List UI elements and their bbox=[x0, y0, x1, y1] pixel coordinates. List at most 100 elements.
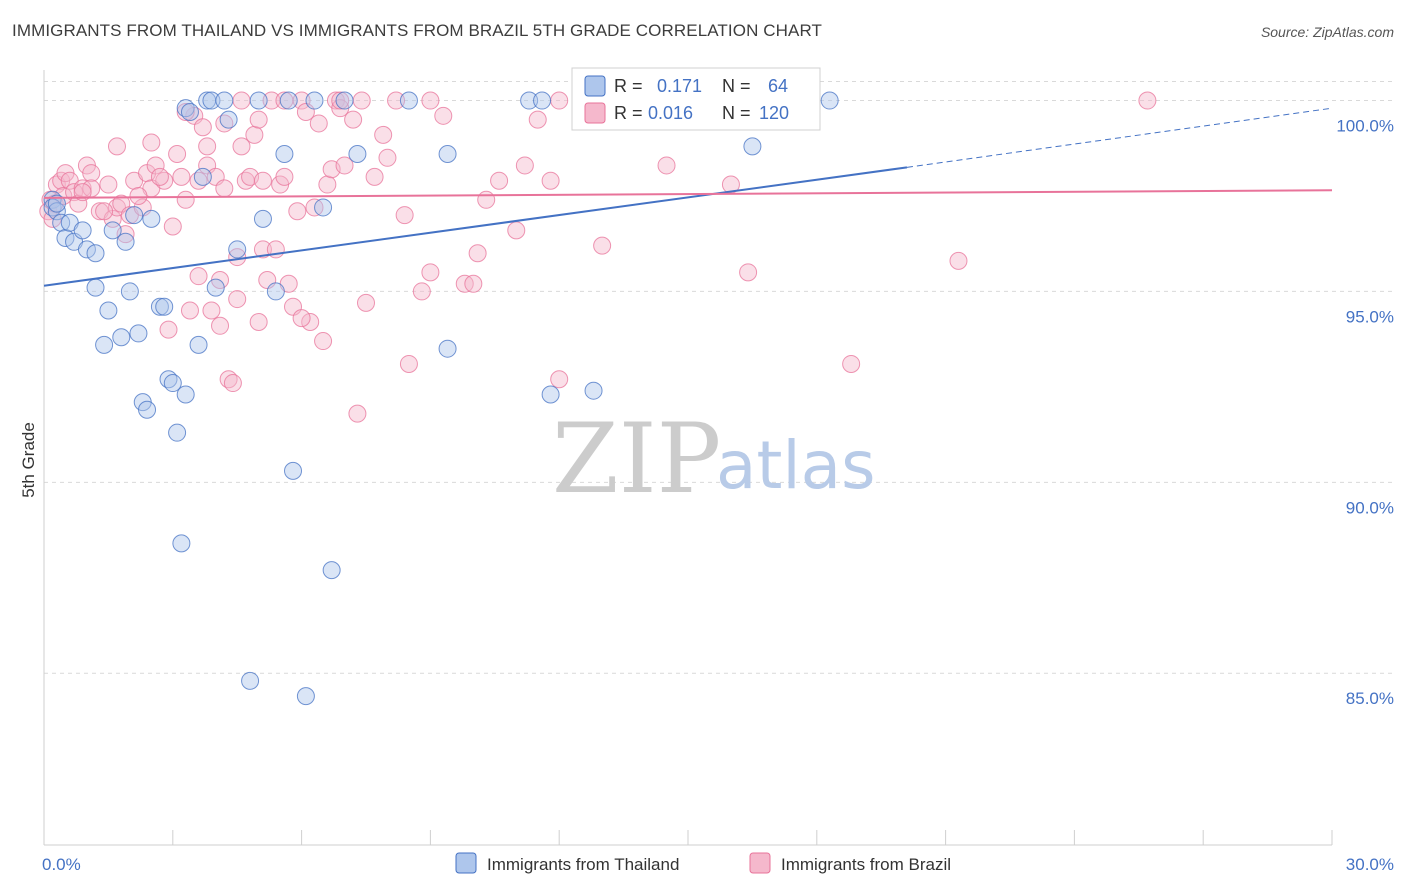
brazil-point bbox=[253, 171, 272, 190]
thailand-point bbox=[219, 110, 238, 129]
thailand-swatch bbox=[584, 75, 606, 97]
brazil-point bbox=[54, 186, 73, 205]
brazil-point bbox=[275, 167, 294, 186]
thailand-point bbox=[322, 561, 341, 580]
thailand-r-label: R = bbox=[614, 76, 643, 96]
thailand-point bbox=[189, 335, 208, 354]
thailand-point bbox=[138, 400, 157, 419]
thailand-point bbox=[112, 328, 131, 347]
thailand-trend-extension bbox=[906, 107, 1333, 168]
watermark: ZIP atlas bbox=[552, 403, 876, 515]
x-tick-label-min: 0.0% bbox=[42, 855, 81, 874]
thailand-point bbox=[103, 221, 122, 240]
thailand-point bbox=[176, 385, 195, 404]
brazil-point bbox=[344, 110, 363, 129]
thailand-point bbox=[228, 240, 247, 259]
thailand-point bbox=[99, 301, 118, 320]
brazil-point bbox=[949, 251, 968, 270]
brazil-point bbox=[739, 263, 758, 282]
watermark-zip: ZIP bbox=[552, 403, 721, 515]
thailand-point bbox=[116, 232, 135, 251]
y-tick-labels: 85.0% 90.0% 95.0% 100.0% bbox=[1336, 117, 1394, 709]
brazil-point bbox=[1138, 91, 1157, 110]
thailand-point bbox=[438, 339, 457, 358]
thailand-point bbox=[125, 206, 144, 225]
brazil-point bbox=[335, 156, 354, 175]
brazil-point bbox=[318, 175, 337, 194]
bottom-legend: Immigrants from Thailand Immigrants from… bbox=[455, 852, 951, 874]
brazil-point bbox=[357, 293, 375, 312]
thailand-n-value: 64 bbox=[768, 76, 788, 96]
x-tick-marks bbox=[43, 830, 1333, 845]
brazil-point bbox=[163, 217, 182, 236]
thailand-point bbox=[533, 91, 552, 110]
chart-title: IMMIGRANTS FROM THAILAND VS IMMIGRANTS F… bbox=[12, 21, 823, 40]
thailand-point bbox=[249, 91, 268, 110]
brazil-point bbox=[434, 106, 453, 125]
brazil-point bbox=[193, 118, 212, 137]
thailand-r-value: 0.171 bbox=[657, 76, 702, 96]
brazil-point bbox=[189, 267, 208, 286]
brazil-point bbox=[464, 274, 483, 293]
y-tick-label: 90.0% bbox=[1346, 498, 1394, 517]
thailand-point bbox=[335, 91, 354, 110]
brazil-point bbox=[223, 374, 242, 393]
brazil-point bbox=[275, 91, 294, 110]
brazil-point bbox=[198, 137, 217, 156]
stats-legend: R = 0.171 N = 64 R = 0.016 N = 120 bbox=[571, 67, 821, 131]
thailand-point bbox=[305, 91, 324, 110]
brazil-point bbox=[348, 404, 367, 423]
thailand-point bbox=[47, 194, 66, 213]
thailand-point bbox=[120, 282, 139, 301]
brazil-point bbox=[73, 183, 92, 202]
brazil-point bbox=[550, 370, 569, 389]
thailand-point bbox=[584, 381, 603, 400]
thailand-point bbox=[820, 91, 839, 110]
thailand-point bbox=[150, 297, 169, 316]
stats-legend-box bbox=[571, 67, 821, 131]
y-tick-label: 85.0% bbox=[1346, 689, 1394, 708]
thailand-point bbox=[314, 198, 333, 217]
brazil-point bbox=[468, 244, 487, 263]
brazil-point bbox=[232, 137, 251, 156]
thailand-point bbox=[73, 221, 92, 240]
thailand-point bbox=[172, 534, 191, 553]
brazil-point bbox=[211, 316, 230, 335]
thailand-point bbox=[193, 167, 212, 186]
brazil-point bbox=[593, 236, 612, 255]
legend-brazil-label: Immigrants from Brazil bbox=[781, 855, 951, 874]
brazil-point bbox=[159, 320, 178, 339]
thailand-point bbox=[95, 335, 114, 354]
brazil-point bbox=[352, 91, 371, 110]
y-axis-label: 5th Grade bbox=[19, 422, 38, 498]
brazil-point bbox=[245, 125, 264, 144]
thailand-point bbox=[743, 137, 762, 156]
y-tick-label: 100.0% bbox=[1336, 117, 1394, 136]
brazil-point bbox=[374, 125, 393, 144]
brazil-point bbox=[378, 148, 397, 167]
brazil-n-value: 120 bbox=[759, 103, 789, 123]
brazil-point bbox=[515, 156, 534, 175]
brazil-point bbox=[395, 206, 414, 225]
brazil-point bbox=[288, 202, 307, 221]
thailand-point bbox=[86, 244, 105, 263]
brazil-point bbox=[657, 156, 676, 175]
thailand-point bbox=[163, 374, 182, 393]
thailand-point bbox=[155, 297, 174, 316]
y-tick-label: 95.0% bbox=[1346, 307, 1394, 326]
brazil-point bbox=[541, 171, 560, 190]
brazil-point bbox=[228, 290, 247, 309]
brazil-point bbox=[249, 110, 268, 129]
brazil-point bbox=[249, 312, 268, 331]
brazil-point bbox=[421, 91, 440, 110]
thailand-point bbox=[142, 209, 161, 228]
brazil-point bbox=[477, 190, 496, 209]
thailand-point bbox=[77, 240, 96, 259]
brazil-n-label: N = bbox=[722, 103, 751, 123]
brazil-point bbox=[490, 171, 509, 190]
brazil-point bbox=[180, 301, 199, 320]
brazil-point bbox=[292, 309, 311, 328]
thailand-point bbox=[202, 91, 221, 110]
brazil-point bbox=[107, 137, 126, 156]
